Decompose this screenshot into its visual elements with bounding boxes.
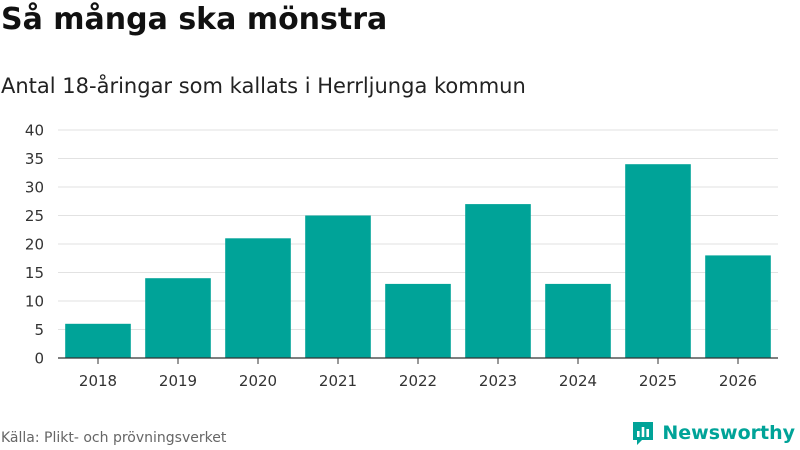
y-tick-label: 35 — [25, 150, 44, 168]
y-tick-label: 40 — [25, 122, 44, 140]
y-tick-label: 0 — [34, 350, 44, 368]
x-tick-label: 2025 — [639, 372, 677, 390]
chart-title: Så många ska mönstra — [1, 2, 388, 37]
chart-subtitle: Antal 18-åringar som kallats i Herrljung… — [1, 74, 526, 98]
y-tick-label: 25 — [25, 207, 44, 225]
x-axis-ticks: 2018 2019 2020 2021 2022 2023 2024 2025 2026 — [79, 358, 757, 390]
x-tick-label: 2018 — [79, 372, 117, 390]
y-tick-label: 20 — [25, 236, 44, 254]
x-tick-label: 2021 — [319, 372, 357, 390]
bar-2020 — [225, 238, 291, 358]
bar-2018 — [65, 323, 131, 358]
bar-2021 — [305, 215, 371, 358]
newsworthy-logo-icon — [633, 422, 654, 445]
y-tick-label: 15 — [25, 264, 44, 282]
bar-2025 — [625, 164, 691, 358]
y-tick-label: 5 — [34, 321, 44, 339]
brand-name: Newsworthy — [662, 422, 795, 444]
x-tick-label: 2020 — [239, 372, 277, 390]
x-tick-label: 2023 — [479, 372, 517, 390]
bar-2026 — [705, 255, 771, 358]
bars — [65, 164, 771, 358]
bar-2023 — [465, 204, 531, 358]
source-note: Källa: Plikt- och prövningsverket — [1, 430, 227, 446]
x-tick-label: 2026 — [719, 372, 757, 390]
bar-2024 — [545, 283, 611, 358]
x-tick-label: 2022 — [399, 372, 437, 390]
y-axis-ticks: 0 5 10 15 20 25 30 35 40 — [25, 122, 44, 368]
x-tick-label: 2019 — [159, 372, 197, 390]
bar-2019 — [145, 278, 211, 358]
x-tick-label: 2024 — [559, 372, 597, 390]
bar-2022 — [385, 283, 451, 358]
y-tick-label: 10 — [25, 293, 44, 311]
brand-logo: Newsworthy — [631, 420, 795, 446]
y-tick-label: 30 — [25, 179, 44, 197]
